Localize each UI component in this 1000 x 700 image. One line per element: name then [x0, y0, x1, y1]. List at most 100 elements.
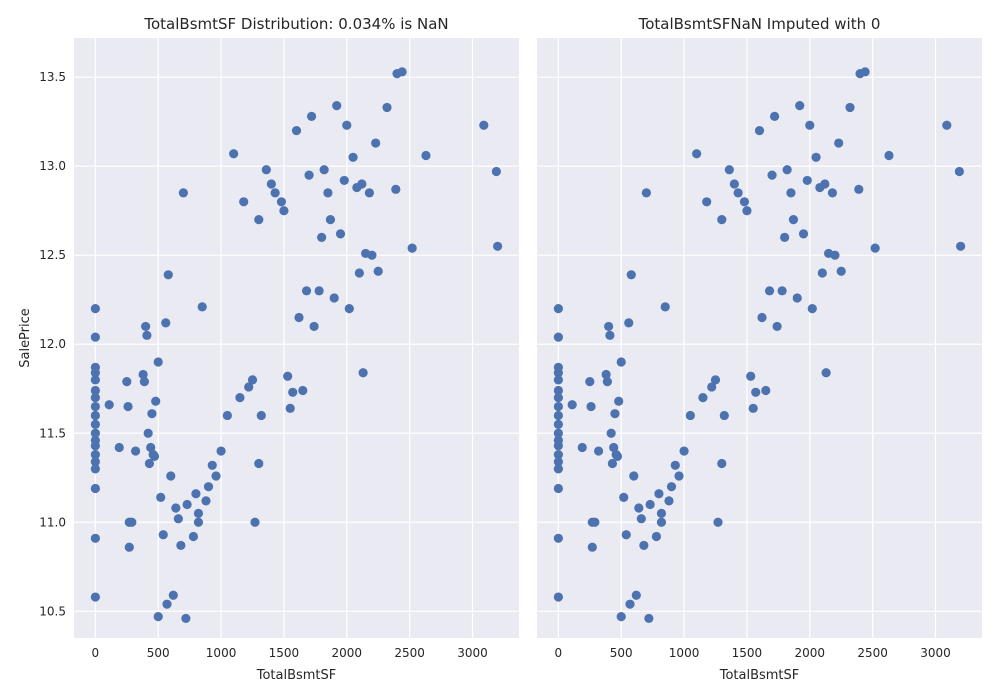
data-point [717, 215, 727, 225]
data-point [817, 268, 827, 278]
data-point [553, 401, 563, 412]
x-axis-label: TotalBsmtSF [719, 668, 800, 683]
data-point [146, 442, 156, 453]
data-point [358, 368, 368, 378]
data-point [139, 377, 149, 387]
data-point [339, 175, 349, 186]
data-point [90, 410, 100, 421]
data-point [619, 492, 629, 502]
x-tick-label: 3000 [920, 646, 951, 660]
data-point [610, 409, 620, 419]
data-point [604, 321, 614, 332]
data-point [319, 165, 329, 175]
data-point [786, 188, 796, 198]
data-point [692, 149, 702, 159]
data-point [639, 540, 649, 551]
data-point [670, 460, 680, 470]
data-point [90, 457, 100, 467]
data-point [746, 371, 756, 381]
data-point [609, 442, 619, 453]
data-point [367, 250, 377, 260]
data-point [191, 489, 201, 499]
data-point [742, 206, 752, 216]
data-point [90, 385, 100, 396]
data-point [624, 318, 634, 328]
data-point [261, 165, 271, 175]
data-point [660, 302, 670, 312]
data-point [90, 393, 100, 403]
data-point [942, 120, 952, 130]
data-point [651, 531, 662, 542]
data-point [707, 382, 717, 392]
data-point [309, 321, 319, 332]
scatter-points [553, 67, 966, 624]
x-tick-label: 500 [147, 646, 170, 660]
data-point [702, 197, 712, 207]
y-tick-label: 13.0 [39, 159, 66, 173]
data-point [807, 304, 817, 314]
data-point [836, 266, 846, 276]
right-scatter-panel: 0 500 1000 1500 2000 2500 3000 TotalBsmtSFNaN … [537, 15, 982, 683]
data-point [124, 542, 134, 552]
data-point [754, 125, 765, 136]
data-point [719, 410, 729, 421]
data-point [593, 446, 604, 456]
data-point [795, 101, 805, 111]
data-point [90, 375, 100, 385]
data-point [827, 188, 838, 198]
scatter-points [90, 67, 503, 624]
data-point [553, 533, 563, 543]
data-point [764, 286, 775, 296]
data-point [371, 138, 381, 148]
data-point [685, 410, 695, 421]
data-point [491, 166, 501, 177]
data-point [605, 330, 615, 340]
y-tick-label: 11.0 [39, 515, 66, 529]
data-point [90, 304, 100, 314]
data-point [614, 396, 624, 406]
data-point [211, 471, 221, 481]
data-point [158, 530, 168, 540]
x-tick-labels: 0 500 1000 1500 2000 2500 3000 [555, 646, 951, 660]
data-point [748, 403, 758, 413]
data-point [335, 229, 346, 239]
data-point [90, 401, 100, 412]
data-point [956, 241, 966, 251]
data-point [161, 318, 171, 328]
data-point [553, 441, 563, 451]
data-point [197, 302, 207, 312]
data-point [130, 446, 141, 456]
data-point [811, 152, 821, 162]
data-point [235, 393, 245, 403]
data-point [621, 530, 631, 540]
data-point [820, 179, 830, 189]
data-point [757, 312, 767, 323]
data-point [780, 232, 790, 243]
data-point [645, 499, 655, 510]
data-point [772, 321, 782, 332]
data-point [348, 152, 358, 162]
data-point [629, 471, 639, 481]
x-tick-label: 3000 [457, 646, 488, 660]
data-point [679, 446, 689, 456]
data-point [141, 321, 151, 332]
data-point [344, 304, 354, 314]
data-point [553, 457, 563, 467]
data-point [317, 232, 327, 243]
x-tick-label: 500 [610, 646, 633, 660]
x-tick-label: 2500 [857, 646, 888, 660]
data-point [314, 286, 324, 296]
data-point [90, 428, 100, 438]
data-point [144, 458, 155, 469]
data-point [329, 293, 339, 303]
data-point [166, 471, 176, 481]
data-point [171, 503, 181, 513]
data-point [90, 483, 100, 494]
chart-title: TotalBsmtSF Distribution: 0.034% is NaN [143, 15, 448, 33]
data-point [553, 428, 563, 438]
data-point [606, 428, 616, 438]
data-point [870, 243, 880, 253]
data-point [323, 188, 333, 198]
data-point [636, 514, 646, 524]
data-point [713, 517, 723, 527]
